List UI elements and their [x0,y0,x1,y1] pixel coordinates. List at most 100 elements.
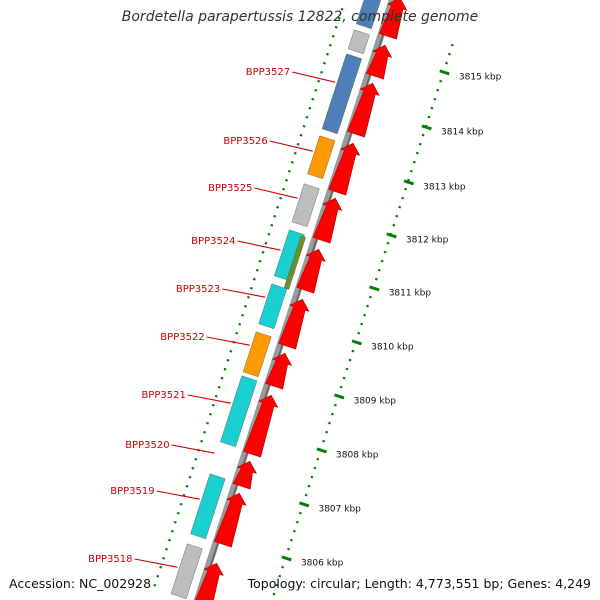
scale-dot [159,565,163,569]
scale-dot [323,61,326,65]
scale-dot [281,565,285,569]
scale-dot [295,520,299,524]
scale-dot [351,349,355,353]
cog-block [355,0,381,30]
label-leader [292,71,336,83]
scale-dot [334,25,338,29]
scale-dot [418,142,422,146]
cog-block [291,183,320,228]
scale-dot [439,79,443,83]
topology-info: Topology: circular; Length: 4,773,551 bp… [247,576,591,591]
scale-dot [328,43,332,47]
kbp-tick [439,69,450,76]
scale-dot [276,205,280,209]
scale-dot [412,160,416,164]
scale-dot [320,70,324,74]
scale-dot [331,34,335,38]
scale-dot [383,250,387,254]
scale-dot [339,385,343,389]
gene-label: BPP3523 [176,284,220,295]
gene-label: BPP3526 [223,136,267,147]
gene-arrow [243,394,279,458]
scale-dot [194,457,198,461]
scale-dot [287,169,291,173]
gene-arrow [296,248,326,294]
scale-dot [314,88,318,92]
kbp-tick [351,339,363,346]
gene-label: BPP3519 [110,486,154,497]
scale-dot [249,286,253,290]
scale-dot [427,115,431,119]
kbp-label: 3808 kbp [336,450,379,460]
scale-dot [304,493,308,497]
gene-arrow [195,562,224,600]
scale-dot [302,124,306,128]
scale-dot [308,106,312,110]
gene-arrow [312,197,343,244]
gene-arrow [213,492,247,548]
cog-block [190,473,226,540]
scale-dot [208,412,212,416]
scale-dot [287,547,291,551]
scale-dot [272,592,276,596]
gene-label: BPP3520 [125,440,169,451]
scale-dot [445,61,448,65]
scale-dot [261,250,265,254]
scale-dot [191,466,195,470]
kbp-label: 3806 kbp [301,558,344,568]
gene-arrow [365,44,393,80]
kbp-label: 3810 kbp [371,342,414,352]
scale-dot [220,376,224,380]
scale-dot [357,331,361,335]
scale-dot [392,223,396,227]
scale-dot [325,430,329,434]
scale-dot [404,187,408,191]
scale-dot [293,151,297,155]
scale-dot [330,412,334,416]
scale-dot [363,313,367,317]
scale-dot [368,295,372,299]
gene-arrow [232,460,258,490]
kbp-label: 3813 kbp [423,182,466,192]
scale-dot [342,376,346,380]
label-leader [254,187,298,199]
cog-block [321,53,362,135]
scale-dot [436,88,440,92]
scale-dot [313,466,317,470]
scale-dot [153,583,157,587]
label-leader [222,288,266,298]
label-leader [134,558,178,568]
scale-dot [450,43,454,47]
gene-label: BPP3518 [88,554,132,565]
scale-dot [299,133,303,137]
kbp-label: 3809 kbp [354,396,397,406]
gene-label: BPP3522 [160,332,204,343]
scale-dot [162,556,166,560]
scale-dot [173,520,177,524]
map-title: Bordetella parapertussis 12822, complete… [121,9,479,25]
scale-dot [395,214,399,218]
scale-dot [279,196,283,200]
scale-dot [252,277,256,281]
scale-dot [214,394,218,398]
scale-dot [328,421,331,425]
label-leader [156,490,200,500]
scale-dot [200,439,204,443]
kbp-tick [386,232,397,239]
gene-label: BPP3525 [208,183,252,194]
label-leader [269,140,313,152]
gene-label: BPP3527 [246,67,290,78]
scale-dot [170,529,174,533]
kbp-label: 3812 kbp [406,235,449,245]
gene-features [195,0,408,600]
kbp-label: 3807 kbp [318,504,361,514]
scale-dot [270,223,274,227]
scale-dot [366,304,369,308]
gene-arrow [265,352,293,390]
scale-dot [447,52,451,56]
gene-labels: BPP3527 BPP3526 BPP3525 BPP3524 BPP3523 BPP35… [88,67,336,568]
scale-dot [316,457,320,461]
scale-dot [325,52,329,56]
kbp-tick [316,447,327,454]
kbp-tick [403,179,415,186]
